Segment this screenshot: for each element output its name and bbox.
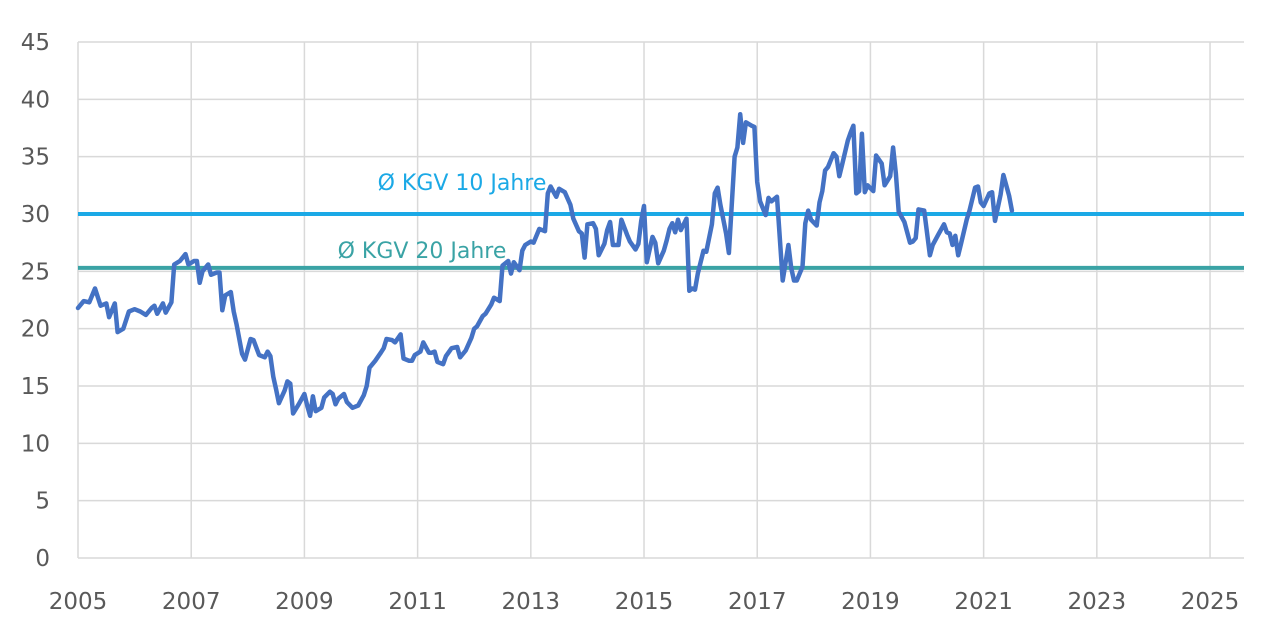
y-axis-tick-labels: 0 5 10 15 20 25 30 35 40 45	[21, 30, 50, 572]
y-tick-label: 5	[35, 489, 50, 515]
y-tick-label: 45	[21, 30, 50, 56]
x-tick-label: 2019	[841, 589, 900, 615]
y-tick-label: 10	[21, 431, 50, 457]
x-tick-label: 2011	[388, 589, 447, 615]
x-tick-label: 2005	[49, 589, 108, 615]
y-tick-label: 25	[21, 259, 50, 285]
vertical-gridlines	[77, 42, 1211, 558]
series-layer	[75, 111, 1015, 419]
reference-lines	[78, 212, 1244, 270]
reference-line-label: Ø KGV 20 Jahre	[338, 239, 507, 264]
horizontal-gridlines	[78, 41, 1244, 559]
y-tick-label: 15	[21, 374, 50, 400]
x-tick-label: 2021	[954, 589, 1013, 615]
x-tick-label: 2025	[1181, 589, 1240, 615]
y-tick-label: 0	[35, 546, 50, 572]
y-tick-label: 30	[21, 202, 50, 228]
y-tick-label: 20	[21, 317, 50, 343]
x-axis-tick-labels: 2005 2007 2009 2011 2013 2015 2017 2019 2021 2023…	[49, 589, 1240, 615]
x-tick-label: 2015	[615, 589, 674, 615]
reference-line-labels: Ø KGV 10 Jahre Ø KGV 20 Jahre	[338, 171, 547, 264]
y-tick-label: 40	[21, 87, 50, 113]
reference-line-label: Ø KGV 10 Jahre	[378, 171, 547, 196]
series-line	[75, 111, 1015, 419]
x-tick-label: 2009	[275, 589, 334, 615]
y-tick-label: 35	[21, 145, 50, 171]
x-tick-label: 2013	[502, 589, 561, 615]
x-tick-label: 2007	[162, 589, 221, 615]
x-tick-label: 2023	[1068, 589, 1127, 615]
x-tick-label: 2017	[728, 589, 787, 615]
